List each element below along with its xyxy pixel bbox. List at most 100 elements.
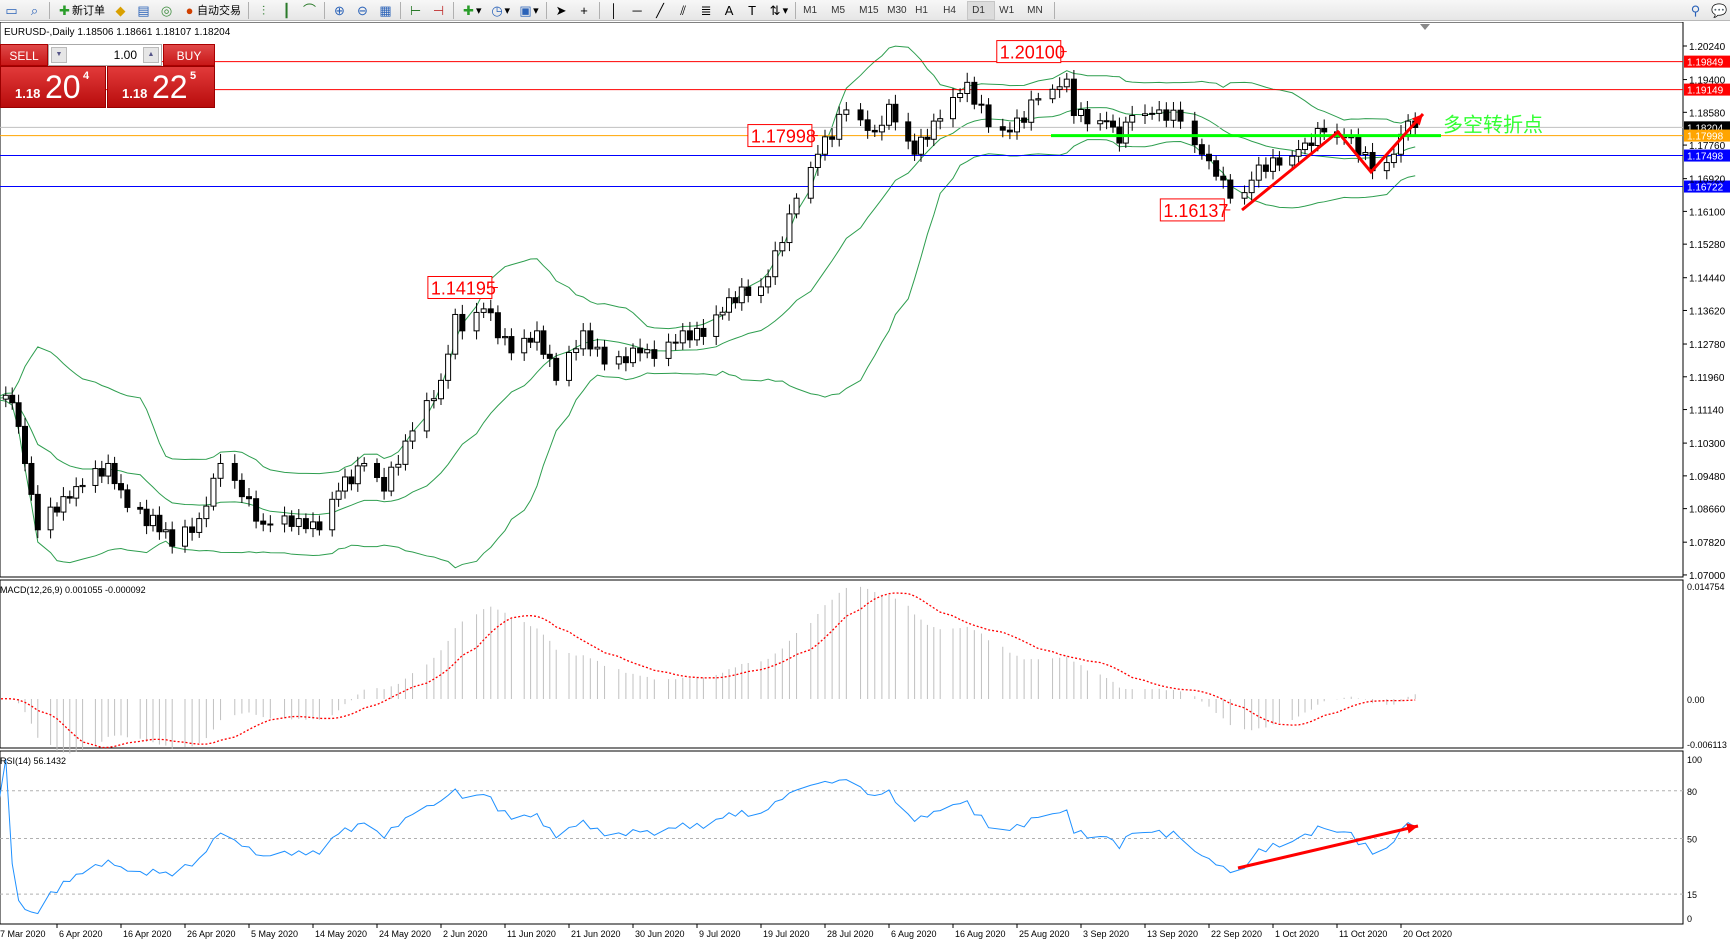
chart-window-button[interactable]: ▭	[0, 1, 23, 20]
bear-candle-body	[1084, 109, 1091, 125]
indicators-button[interactable]: ✚ ▾	[457, 1, 486, 20]
timeframe-d1[interactable]: D1	[967, 0, 996, 20]
rsi-trend-arrow	[1237, 824, 1419, 870]
auto-trading-button[interactable]: ● 自动交易	[178, 1, 245, 20]
candle	[892, 94, 899, 131]
new-order-button[interactable]: ✚ 新订单	[53, 1, 109, 20]
chart-shift-button[interactable]: ⊣	[427, 1, 450, 20]
sell-button[interactable]: SELL	[0, 44, 48, 66]
price-tick-label: 1.07000	[1689, 571, 1726, 582]
market-watch-button[interactable]: ◆	[109, 1, 132, 20]
candle	[1213, 155, 1220, 181]
arrows-button[interactable]: ⇅ ▾	[764, 1, 793, 20]
bull-candle-body	[793, 197, 800, 215]
new-order-icon: ✚	[59, 2, 70, 18]
candle	[1129, 105, 1136, 131]
lot-size-field[interactable]: ▼ 1.00 ▲	[48, 44, 162, 66]
community-button[interactable]: 💬	[1707, 1, 1730, 20]
search-button[interactable]: ⚲	[1684, 1, 1707, 20]
bar-chart-button[interactable]: ⫶	[252, 1, 275, 20]
lot-decrease-button[interactable]: ▼	[51, 47, 67, 63]
candle	[162, 522, 169, 539]
crosshair-button[interactable]: +	[573, 1, 596, 20]
candle	[295, 509, 302, 536]
channel-button[interactable]: ⫽	[672, 1, 695, 20]
autoscroll-button[interactable]: ⊢	[404, 1, 427, 20]
arrows-icon: ⇅	[769, 2, 781, 18]
bull-candle-body	[295, 518, 302, 527]
zoom-in-button[interactable]: ⊕	[328, 1, 351, 20]
timeframe-m5[interactable]: M5	[831, 4, 846, 16]
timeframe-mn[interactable]: MN	[1027, 4, 1043, 16]
bear-candle-body	[829, 136, 836, 140]
bull-candle-body	[1063, 78, 1070, 88]
main-chart-panel	[0, 22, 1684, 578]
bear-candle-body	[124, 489, 131, 508]
date-label: 2 Jun 2020	[443, 929, 488, 939]
lot-size-value: 1.00	[113, 48, 137, 62]
trendline-button[interactable]: ╱	[649, 1, 672, 20]
timeframe-h1[interactable]: H1	[915, 4, 928, 16]
rsi-tick-label: 80	[1687, 787, 1697, 797]
timeframe-m15[interactable]: M15	[859, 4, 879, 16]
bear-candle-body	[911, 140, 918, 155]
crosshair-icon: +	[580, 2, 588, 18]
buy-button[interactable]: BUY	[163, 44, 215, 66]
bull-candle-body	[92, 468, 99, 486]
text-label-button[interactable]: T	[741, 1, 764, 20]
bull-candle-body	[836, 113, 843, 140]
sell-price[interactable]: 1.18 20 4	[0, 66, 106, 108]
timeframe-m1[interactable]: M1	[803, 4, 818, 16]
bull-candle-body	[267, 523, 274, 526]
navigator-button[interactable]: ▤	[132, 1, 155, 20]
text-button[interactable]: A	[718, 1, 741, 20]
candle	[786, 204, 793, 252]
divider	[49, 1, 50, 19]
date-label: 22 Sep 2020	[1211, 929, 1262, 939]
tile-windows-button[interactable]: ▦	[374, 1, 397, 20]
lot-increase-button[interactable]: ▲	[143, 47, 159, 63]
timeframe-w1[interactable]: W1	[999, 4, 1015, 16]
date-label: 21 Jun 2020	[571, 929, 621, 939]
annotation-box	[1159, 198, 1225, 222]
date-label: 28 Jul 2020	[827, 929, 874, 939]
bull-candle-body	[1035, 98, 1042, 101]
zoom-out-button[interactable]: ⊖	[351, 1, 374, 20]
candle	[772, 241, 779, 285]
candle	[156, 506, 163, 540]
zoom-in-icon: ⊕	[334, 2, 345, 18]
candle	[246, 487, 252, 507]
date-label: 16 Aug 2020	[955, 929, 1006, 939]
zoom-view-button[interactable]: ⌕	[23, 1, 46, 20]
candle	[47, 497, 54, 539]
templates-button[interactable]: ▣ ▾	[519, 2, 539, 18]
signals-button[interactable]: ◎	[155, 1, 178, 20]
cursor-button[interactable]: ➤	[550, 1, 573, 20]
timeframe-h4[interactable]: H4	[943, 4, 956, 16]
candle-chart-button[interactable]: ┃	[275, 1, 298, 20]
candle	[1014, 109, 1020, 140]
candle	[745, 279, 752, 303]
line-chart-button[interactable]: ⌒	[298, 1, 321, 20]
fibonacci-button[interactable]: ≣	[695, 1, 718, 20]
candle	[1276, 151, 1283, 172]
candle	[1142, 104, 1148, 124]
periods-button[interactable]: ◷ ▾	[491, 2, 511, 18]
candle	[430, 389, 437, 409]
bull-candle-body	[1078, 109, 1084, 117]
price-badge	[1684, 180, 1730, 193]
bull-candle-body	[502, 336, 508, 339]
vertical-line-button[interactable]: │	[603, 1, 626, 20]
candle	[169, 521, 176, 554]
bear-candle-body	[246, 496, 252, 500]
annotation-label: 1.14195	[431, 278, 496, 298]
auto-trading-label: 自动交易	[197, 5, 241, 17]
chart-area[interactable]: 1.198491.191491.182041.179981.174981.167…	[0, 22, 1730, 944]
horizontal-line-button[interactable]: ─	[626, 1, 649, 20]
bull-candle-body	[615, 356, 622, 365]
buy-price[interactable]: 1.18 22 5	[107, 66, 215, 108]
bear-candle-body	[1308, 142, 1315, 146]
price-annotation: 1.17998	[747, 124, 818, 148]
timeframe-m30[interactable]: M30	[887, 4, 907, 16]
date-label: 11 Oct 2020	[1339, 929, 1387, 939]
